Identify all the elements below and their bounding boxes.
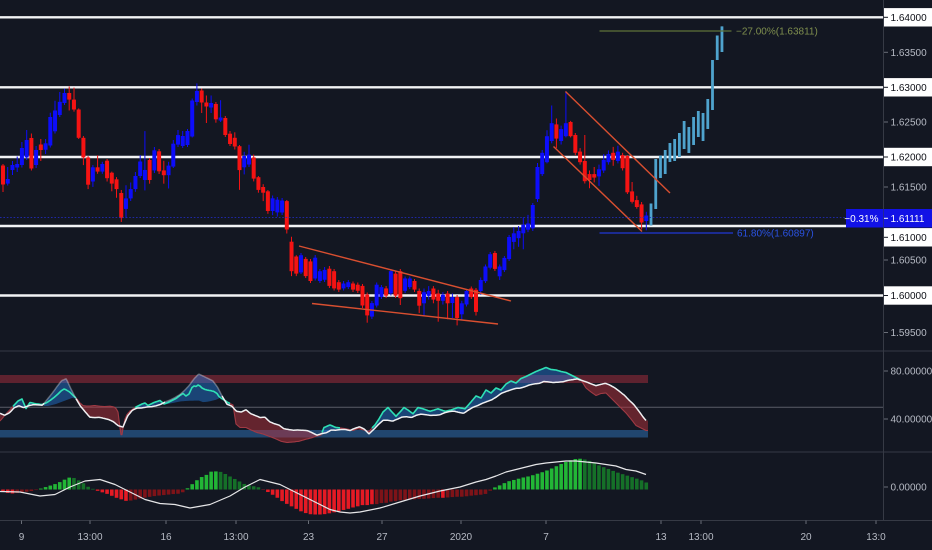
svg-text:1.60000: 1.60000 [891,291,928,302]
svg-text:1.60500: 1.60500 [891,256,928,267]
svg-text:13:00: 13:00 [77,532,102,543]
svg-text:1.61000: 1.61000 [891,233,928,244]
svg-text:1.64000: 1.64000 [891,13,928,24]
svg-text:13:00: 13:00 [688,532,713,543]
svg-text:1.63500: 1.63500 [891,48,928,59]
svg-text:20: 20 [800,532,812,543]
svg-text:0.00000: 0.00000 [891,483,928,494]
svg-text:80.00000: 80.00000 [891,367,932,378]
svg-text:7: 7 [543,532,549,543]
svg-text:−0.31%: −0.31% [844,214,878,225]
svg-text:13:0: 13:0 [866,532,886,543]
svg-text:40.00000: 40.00000 [891,415,932,426]
svg-text:16: 16 [160,532,172,543]
svg-text:1.61500: 1.61500 [891,183,928,194]
svg-text:61.80%(1.60897): 61.80%(1.60897) [737,229,814,240]
svg-text:23: 23 [303,532,315,543]
svg-text:9: 9 [19,532,25,543]
svg-text:13: 13 [655,532,667,543]
svg-text:1.61111: 1.61111 [891,214,925,225]
svg-text:1.59500: 1.59500 [891,328,928,339]
svg-text:27: 27 [376,532,388,543]
svg-text:1.63000: 1.63000 [891,83,928,94]
svg-text:13:00: 13:00 [223,532,248,543]
svg-text:2020: 2020 [450,532,473,543]
svg-text:1.62000: 1.62000 [891,153,928,164]
svg-text:−27.00%(1.63811): −27.00%(1.63811) [736,27,818,38]
svg-text:1.62500: 1.62500 [891,118,928,129]
